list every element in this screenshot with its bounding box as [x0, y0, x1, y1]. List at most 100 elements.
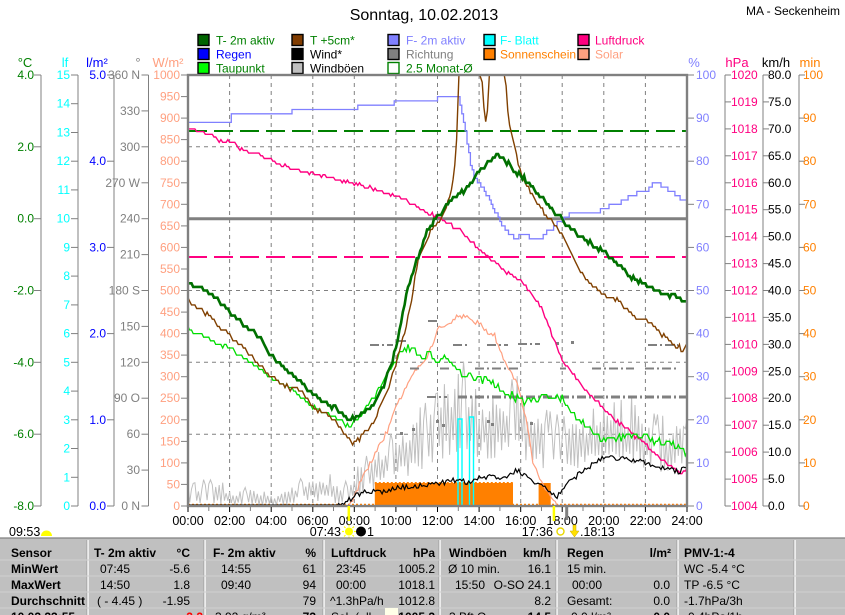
svg-text:F- 2m aktiv: F- 2m aktiv [213, 546, 276, 560]
svg-text:°: ° [135, 55, 140, 70]
svg-text:23:45: 23:45 [336, 562, 366, 576]
svg-text:1.8: 1.8 [173, 578, 190, 592]
svg-text:O-SO 24.1: O-SO 24.1 [494, 578, 552, 592]
svg-text:15:50: 15:50 [455, 578, 485, 592]
svg-text:30.0: 30.0 [768, 337, 792, 351]
svg-text:120: 120 [120, 355, 140, 369]
svg-text:0.0 l/m²: 0.0 l/m² [571, 610, 611, 615]
svg-text:0.0: 0.0 [89, 499, 106, 513]
svg-text:Wind*: Wind* [310, 48, 342, 62]
svg-text:08:00: 08:00 [339, 514, 370, 528]
svg-text:40.0: 40.0 [768, 284, 792, 298]
svg-text:60: 60 [803, 240, 817, 254]
svg-text:10: 10 [57, 212, 71, 226]
svg-text:PMV-1:-4: PMV-1:-4 [684, 546, 735, 560]
svg-text:2.0: 2.0 [17, 140, 34, 154]
svg-text:350: 350 [160, 348, 180, 362]
svg-text:500: 500 [160, 284, 180, 298]
svg-text:T +5cm*: T +5cm* [310, 34, 355, 48]
svg-text:Luftdruck: Luftdruck [595, 34, 645, 48]
svg-text:65.0: 65.0 [768, 149, 792, 163]
svg-text:T- 2m aktiv: T- 2m aktiv [94, 546, 156, 560]
svg-text:1020: 1020 [731, 68, 758, 82]
svg-text:06:00: 06:00 [297, 514, 328, 528]
svg-text:24:00: 24:00 [671, 514, 702, 528]
svg-text:55.0: 55.0 [768, 203, 792, 217]
svg-text:0.0: 0.0 [653, 594, 670, 608]
svg-text:15.0: 15.0 [768, 418, 792, 432]
svg-text:0: 0 [173, 499, 180, 513]
svg-text:3 Bft O: 3 Bft O [449, 610, 486, 615]
svg-text:%: % [305, 546, 316, 560]
svg-text:^1.3hPa/h: ^1.3hPa/h [330, 594, 384, 608]
svg-text:-2.2: -2.2 [182, 610, 203, 615]
svg-text:5.0: 5.0 [89, 68, 106, 82]
svg-text:270 W: 270 W [105, 176, 140, 190]
svg-text:1018: 1018 [731, 122, 758, 136]
svg-text:20: 20 [696, 413, 710, 427]
svg-text:0: 0 [803, 499, 810, 513]
svg-text:lf: lf [62, 55, 69, 70]
svg-text:950: 950 [160, 90, 180, 104]
svg-text:1015: 1015 [731, 203, 758, 217]
svg-text:180 S: 180 S [109, 284, 140, 298]
svg-text:0: 0 [696, 499, 703, 513]
svg-text:-1.7hPa/3h: -1.7hPa/3h [684, 594, 743, 608]
svg-text:km/h: km/h [762, 55, 790, 70]
svg-text:MA - Seckenheim: MA - Seckenheim [746, 4, 840, 18]
svg-text:60: 60 [696, 240, 710, 254]
svg-text:-8.0: -8.0 [13, 499, 34, 513]
svg-text:Regen: Regen [216, 48, 251, 62]
svg-text:12:00: 12:00 [422, 514, 453, 528]
svg-text:45.0: 45.0 [768, 257, 792, 271]
svg-text:3.0: 3.0 [89, 240, 106, 254]
svg-text:1008: 1008 [731, 391, 758, 405]
svg-text:10: 10 [803, 456, 817, 470]
svg-text:15 min.: 15 min. [567, 562, 606, 576]
svg-text:20: 20 [803, 413, 817, 427]
svg-text:1012: 1012 [731, 284, 758, 298]
svg-text:20.0: 20.0 [768, 391, 792, 405]
svg-text:min: min [800, 55, 821, 70]
svg-text:-0.4hPa/1h: -0.4hPa/1h [684, 610, 743, 615]
svg-text:1005.2: 1005.2 [398, 610, 435, 615]
svg-text:-4.0: -4.0 [13, 355, 34, 369]
svg-text:900: 900 [160, 111, 180, 125]
svg-text:20:00: 20:00 [588, 514, 619, 528]
svg-text:1: 1 [367, 525, 374, 539]
svg-text:150: 150 [120, 319, 140, 333]
svg-text:330: 330 [120, 104, 140, 118]
svg-text:TP -6.5 °C: TP -6.5 °C [684, 578, 740, 592]
svg-text:360 N: 360 N [108, 68, 140, 82]
svg-text:30: 30 [696, 370, 710, 384]
svg-text:800: 800 [160, 154, 180, 168]
svg-text:30: 30 [803, 370, 817, 384]
svg-text:1005: 1005 [731, 472, 758, 486]
svg-text:10: 10 [696, 456, 710, 470]
svg-text:80: 80 [803, 154, 817, 168]
svg-text:14:55: 14:55 [221, 562, 251, 576]
svg-text:450: 450 [160, 305, 180, 319]
svg-text:25.0: 25.0 [768, 364, 792, 378]
svg-text:60: 60 [127, 427, 141, 441]
svg-text:1009: 1009 [731, 364, 758, 378]
svg-text:16.1: 16.1 [528, 562, 552, 576]
svg-text:150: 150 [160, 434, 180, 448]
svg-text:14:50: 14:50 [100, 578, 130, 592]
svg-text:T- 2m aktiv: T- 2m aktiv [216, 34, 275, 48]
svg-text:70: 70 [803, 197, 817, 211]
svg-text:WC -5.4 °C: WC -5.4 °C [684, 562, 745, 576]
svg-text:14:00: 14:00 [463, 514, 494, 528]
svg-text:8: 8 [63, 269, 70, 283]
svg-text:5: 5 [63, 355, 70, 369]
svg-text:1011: 1011 [731, 310, 757, 324]
svg-text:50: 50 [696, 284, 710, 298]
svg-text:100: 100 [696, 68, 716, 82]
svg-text:09:40: 09:40 [221, 578, 251, 592]
svg-text:1005.2: 1005.2 [398, 562, 435, 576]
svg-text:10:00: 10:00 [380, 514, 411, 528]
svg-text:0.0: 0.0 [653, 578, 670, 592]
svg-text:210: 210 [120, 248, 140, 262]
svg-text:3: 3 [63, 413, 70, 427]
svg-text:70.0: 70.0 [768, 122, 792, 136]
